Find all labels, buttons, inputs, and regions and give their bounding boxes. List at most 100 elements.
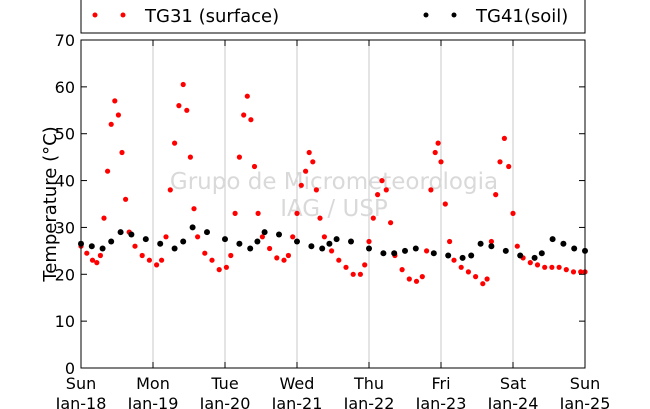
data-point (538, 250, 545, 257)
data-point (167, 187, 173, 193)
data-point (451, 257, 457, 263)
data-point (379, 178, 385, 184)
data-point (244, 93, 250, 99)
data-point (480, 281, 486, 287)
data-point (578, 269, 584, 275)
data-point (191, 206, 197, 212)
legend-marker-soil (451, 12, 457, 18)
data-point (477, 240, 484, 247)
data-point (108, 238, 115, 245)
data-point (281, 257, 287, 263)
data-point (187, 154, 193, 160)
data-point (468, 252, 475, 259)
x-tick-label-day: Sun (66, 374, 96, 393)
legend: TG31 (surface) TG41(soil) (80, 0, 586, 34)
data-point (154, 262, 160, 268)
data-point (348, 238, 354, 245)
watermark: Grupo de Micrometeorologia IAG / USP (170, 169, 498, 222)
x-tick-label-day: Fri (431, 374, 450, 393)
data-point (428, 187, 434, 193)
data-point (142, 236, 149, 243)
x-tick-label-date: Jan-21 (271, 394, 323, 409)
data-point (375, 192, 381, 198)
x-tick-label-date: Jan-20 (199, 394, 251, 409)
data-point (255, 210, 261, 216)
data-point (128, 231, 135, 238)
data-point (99, 245, 106, 252)
data-point (366, 238, 372, 245)
data-point (549, 236, 556, 243)
data-point (123, 196, 129, 202)
data-point (459, 254, 466, 261)
data-point (402, 247, 408, 254)
data-point (303, 168, 309, 174)
data-point (343, 264, 349, 270)
data-point (247, 245, 254, 252)
data-point (313, 187, 319, 193)
data-point (172, 140, 178, 146)
data-point (370, 215, 376, 221)
data-point (236, 240, 243, 247)
data-point (350, 271, 356, 277)
data-point (357, 271, 363, 277)
data-point (560, 240, 567, 247)
x-tick-label-day: Thu (353, 374, 384, 393)
data-point (319, 245, 326, 252)
data-point (488, 238, 494, 245)
data-point (94, 260, 100, 266)
x-tick-label-day: Sat (500, 374, 526, 393)
data-point (216, 267, 222, 273)
data-point (321, 234, 327, 240)
data-point (180, 238, 187, 245)
data-point (195, 234, 201, 240)
data-point (534, 262, 541, 268)
data-point (241, 112, 247, 118)
data-point (308, 243, 315, 250)
data-point (84, 250, 90, 256)
data-point (88, 243, 95, 250)
data-point (484, 276, 490, 282)
data-point (447, 238, 453, 245)
data-point (306, 149, 312, 156)
data-point (236, 154, 242, 160)
data-point (549, 264, 555, 270)
data-point (146, 257, 152, 263)
y-tick-label: 30 (55, 218, 75, 237)
x-tick-label-date: Jan-22 (343, 394, 395, 409)
data-point (430, 250, 437, 257)
y-tick-label: 50 (55, 125, 75, 144)
data-point (139, 252, 145, 259)
data-point (184, 107, 190, 113)
legend-marker-surface (92, 12, 98, 18)
data-point (310, 159, 316, 165)
data-point (442, 201, 448, 207)
data-point (571, 245, 578, 252)
data-point (388, 220, 394, 226)
data-point (366, 245, 372, 252)
data-point (412, 245, 419, 252)
legend-label-soil: TG41(soil) (475, 6, 568, 27)
data-point (473, 274, 479, 280)
data-point (326, 240, 333, 247)
data-point (232, 210, 238, 216)
data-point (445, 252, 452, 259)
data-point (294, 238, 300, 245)
series-0 (78, 81, 588, 287)
series-1 (78, 224, 588, 261)
data-point (89, 257, 96, 263)
series-layer (78, 81, 588, 287)
legend-marker-surface (120, 12, 126, 18)
data-point (556, 264, 562, 270)
data-point (413, 278, 420, 284)
data-point (501, 135, 507, 141)
data-point (248, 117, 254, 123)
data-point (119, 149, 125, 156)
x-tick-label-day: Sun (570, 374, 600, 393)
data-point (159, 257, 165, 263)
data-point (424, 248, 430, 254)
data-point (176, 103, 182, 109)
data-point (112, 98, 118, 104)
data-point (115, 112, 121, 118)
data-point (180, 81, 186, 88)
